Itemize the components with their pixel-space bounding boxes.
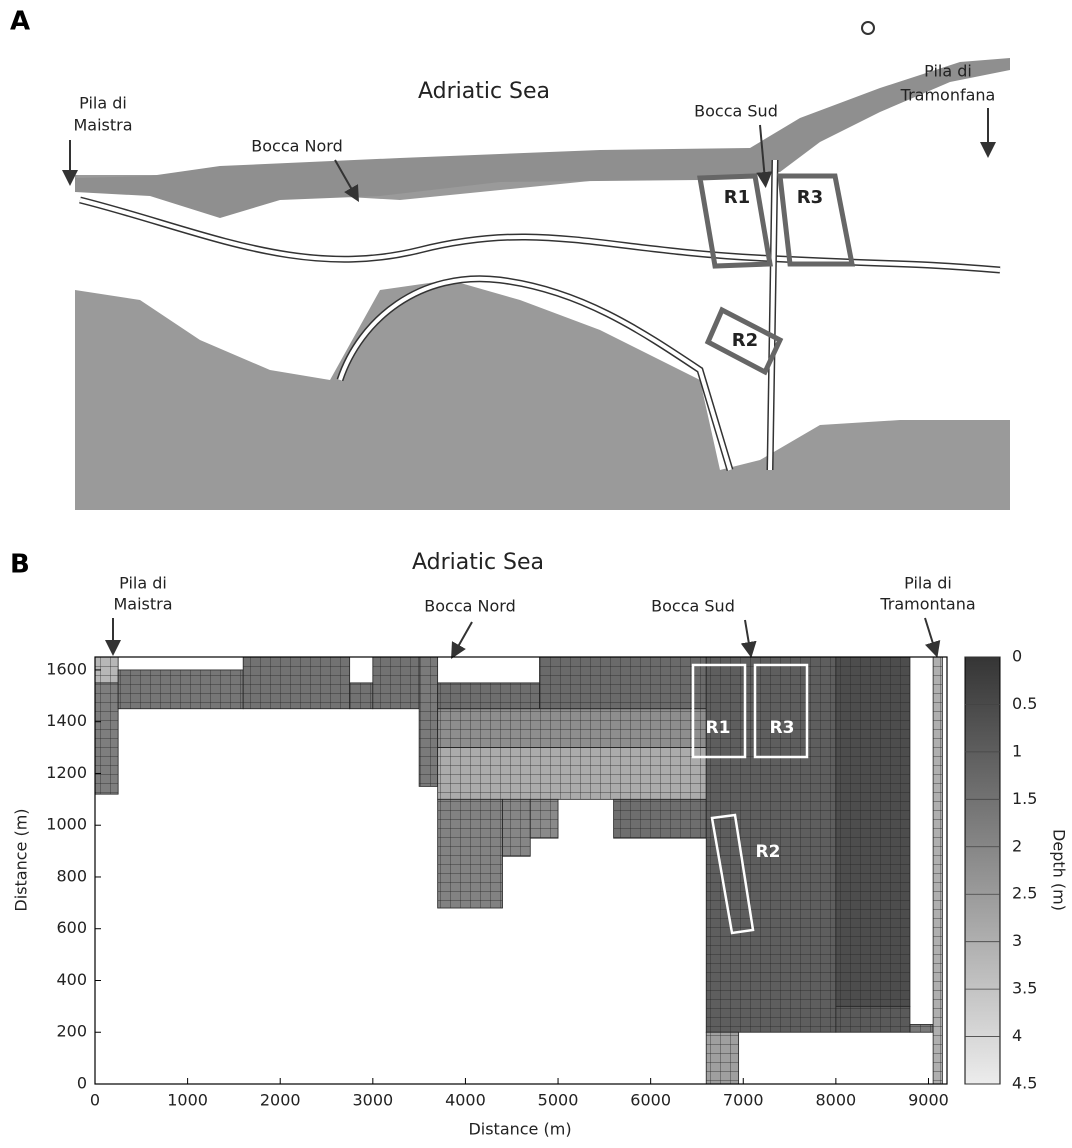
y-tick-label: 0 — [77, 1074, 87, 1093]
region-label: R2 — [756, 842, 781, 862]
annotation: Maistra — [113, 595, 172, 614]
cell-mesh — [437, 747, 707, 800]
colorbar-tick-label: 4.5 — [1012, 1074, 1037, 1093]
map-label: Bocca Nord — [251, 137, 342, 156]
y-tick-label: 400 — [56, 970, 87, 989]
annotation: Bocca Sud — [651, 597, 735, 616]
y-tick-label: 1000 — [46, 815, 87, 834]
annotation: Tramontana — [879, 595, 975, 614]
x-tick-label: 4000 — [445, 1091, 486, 1110]
region-label: R1 — [724, 187, 750, 208]
x-axis-label: Distance (m) — [468, 1120, 571, 1139]
compass — [861, 21, 875, 35]
colorbar-tick-label: 3 — [1012, 931, 1022, 950]
road — [79, 198, 1001, 272]
arrow — [924, 617, 941, 658]
y-tick-label: 800 — [56, 866, 87, 885]
map-label: Bocca Sud — [694, 102, 778, 121]
colorbar-tick-label: 0.5 — [1012, 694, 1037, 713]
cell-mesh — [613, 798, 707, 839]
x-tick-label: 6000 — [630, 1091, 671, 1110]
cell-mesh — [372, 656, 420, 710]
map-label: Adriatic Sea — [418, 79, 550, 104]
annotation: Pila di — [119, 574, 167, 593]
y-tick-label: 1600 — [46, 659, 87, 678]
cell-mesh — [932, 656, 943, 1085]
x-tick-label: 0 — [90, 1091, 100, 1110]
map — [62, 21, 1010, 510]
cell-mesh — [835, 656, 911, 1007]
region-box — [697, 173, 773, 269]
map-label: Pila di — [79, 94, 127, 113]
colorbar-tick-label: 1 — [1012, 741, 1022, 760]
x-tick-label: 7000 — [723, 1091, 764, 1110]
x-tick-label: 8000 — [816, 1091, 857, 1110]
map-label: Pila di — [924, 62, 972, 81]
annotation: Pila di — [904, 574, 952, 593]
cell-mesh — [529, 798, 559, 839]
region-label: R2 — [732, 330, 758, 351]
cell-mesh — [117, 669, 244, 710]
annotation: Bocca Nord — [424, 597, 515, 616]
region-box — [704, 306, 784, 376]
cell-mesh — [705, 1031, 740, 1085]
region-label: R3 — [770, 718, 795, 738]
road — [768, 159, 777, 471]
plot-frame — [94, 656, 948, 1085]
map-label: Maistra — [73, 116, 132, 135]
cell-mesh — [418, 656, 439, 787]
y-tick-label: 1200 — [46, 763, 87, 782]
region-box — [777, 173, 856, 267]
panel-label: B — [10, 550, 30, 580]
annotation: Adriatic Sea — [412, 550, 544, 575]
cell-mesh — [437, 682, 540, 710]
road — [338, 276, 732, 471]
x-tick-label: 9000 — [908, 1091, 949, 1110]
colorbar — [964, 656, 1001, 1085]
region-box — [710, 813, 755, 935]
cell-mesh — [539, 656, 707, 710]
colorbar-tick-label: 2 — [1012, 836, 1022, 855]
colorbar-label: Depth (m) — [1050, 829, 1069, 911]
cell-mesh — [909, 1024, 934, 1033]
beach — [75, 58, 1010, 218]
land — [75, 60, 1010, 470]
colorbar-tick-label: 1.5 — [1012, 789, 1037, 808]
cell-mesh — [437, 798, 503, 909]
cell-mesh — [349, 682, 374, 710]
x-tick-label: 3000 — [352, 1091, 393, 1110]
cell-mesh — [835, 1005, 911, 1033]
region-label: R1 — [706, 718, 731, 738]
arrow — [451, 621, 473, 659]
x-tick-label: 2000 — [260, 1091, 301, 1110]
cell-mesh — [242, 656, 351, 710]
cell-mesh — [437, 708, 707, 748]
arrow — [334, 159, 359, 202]
cell-mesh — [705, 656, 837, 1033]
colorbar-tick-label: 3.5 — [1012, 979, 1037, 998]
y-tick-label: 200 — [56, 1022, 87, 1041]
panel-label: A — [10, 7, 30, 37]
x-tick-label: 5000 — [538, 1091, 579, 1110]
arrow — [740, 619, 757, 658]
region-box — [753, 663, 809, 759]
y-axis-label: Distance (m) — [12, 808, 31, 911]
cell-mesh — [502, 798, 531, 857]
region-box — [691, 663, 747, 759]
colorbar-tick-label: 2.5 — [1012, 884, 1037, 903]
cell-mesh — [94, 682, 119, 795]
map-label: Tramonfana — [900, 86, 996, 105]
plot: 0 1000 2000 3000 4000 5000 6000 7000 8000 9000020… — [46, 647, 1037, 1110]
colorbar-tick-label: 4 — [1012, 1026, 1022, 1045]
region-label: R3 — [797, 187, 823, 208]
x-tick-label: 1000 — [167, 1091, 208, 1110]
colorbar-tick-label: 0 — [1012, 647, 1022, 666]
arrow — [756, 124, 773, 188]
y-tick-label: 1400 — [46, 711, 87, 730]
y-tick-label: 600 — [56, 918, 87, 937]
